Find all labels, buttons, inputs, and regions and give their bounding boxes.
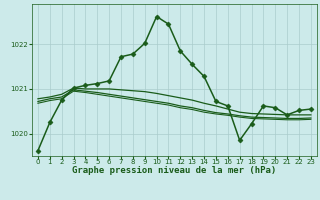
X-axis label: Graphe pression niveau de la mer (hPa): Graphe pression niveau de la mer (hPa)	[72, 166, 276, 175]
